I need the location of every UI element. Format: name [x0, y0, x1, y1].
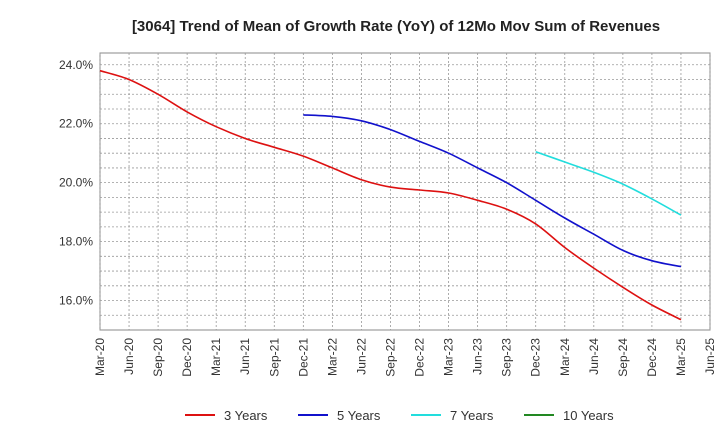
- series-line-5-years: [303, 114, 682, 268]
- x-tick-label: Sep-21: [267, 338, 281, 377]
- y-tick-label: 20.0%: [59, 176, 93, 190]
- series-line-7-years: [535, 150, 682, 216]
- x-tick-label: Sep-24: [616, 338, 630, 377]
- grid: [99, 52, 711, 331]
- x-tick-label: Jun-23: [471, 338, 485, 375]
- x-tick-label: Sep-23: [500, 338, 514, 377]
- x-tick-label: Dec-20: [180, 338, 194, 377]
- x-tick-label: Mar-20: [93, 338, 107, 376]
- x-tick-label: Jun-22: [354, 338, 368, 375]
- x-tick-label: Jun-20: [122, 338, 136, 375]
- x-tick-label: Sep-20: [151, 338, 165, 377]
- x-tick-label: Dec-21: [296, 338, 310, 377]
- x-tick-label: Jun-21: [238, 338, 252, 375]
- y-tick-label: 24.0%: [59, 58, 93, 72]
- x-tick-label: Mar-22: [325, 338, 339, 376]
- legend: 3 Years 5 Years 7 Years 10 Years: [185, 408, 614, 423]
- x-tick-label: Dec-22: [413, 338, 427, 377]
- axes: 16.0% 18.0% 20.0% 22.0% 24.0% Mar-20 Jun-20 Sep…: [59, 58, 717, 377]
- legend-label-3-years: 3 Years: [224, 408, 268, 423]
- x-tick-label: Sep-22: [383, 338, 397, 377]
- x-tick-label: Dec-23: [529, 338, 543, 377]
- chart-title: [3064] Trend of Mean of Growth Rate (YoY…: [132, 18, 660, 35]
- x-tick-label: Mar-23: [442, 338, 456, 376]
- legend-label-5-years: 5 Years: [337, 408, 381, 423]
- legend-label-7-years: 7 Years: [450, 408, 494, 423]
- y-tick-label: 22.0%: [59, 117, 93, 131]
- y-tick-label: 18.0%: [59, 235, 93, 249]
- series-line-3-years: [99, 69, 682, 321]
- x-tick-label: Jun-25: [703, 338, 717, 375]
- series: [99, 69, 682, 321]
- x-tick-label: Jun-24: [587, 338, 601, 375]
- x-tick-label: Dec-24: [645, 338, 659, 377]
- x-tick-label: Mar-24: [558, 338, 572, 376]
- x-tick-label: Mar-25: [674, 338, 688, 376]
- x-tick-label: Mar-21: [209, 338, 223, 376]
- plot-area: [99, 52, 711, 331]
- y-tick-label: 16.0%: [59, 294, 93, 308]
- legend-label-10-years: 10 Years: [563, 408, 614, 423]
